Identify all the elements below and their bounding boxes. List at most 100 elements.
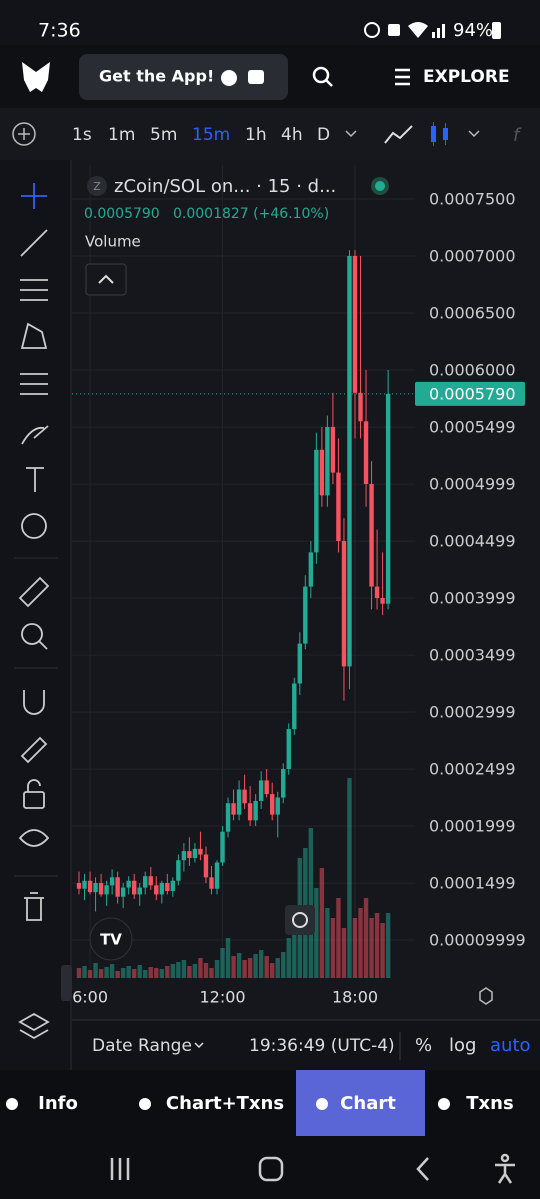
timeframe[interactable]: 15m	[192, 125, 230, 145]
volume-bar	[258, 950, 264, 978]
get-app-button[interactable]	[79, 54, 288, 100]
add-symbol[interactable]	[12, 122, 36, 146]
tab[interactable]: Info	[38, 1093, 78, 1114]
line-chart-icon[interactable]	[384, 125, 413, 144]
timeframe[interactable]: 1s	[72, 125, 92, 145]
tab-icon	[139, 1098, 151, 1110]
clock: 7:36	[38, 20, 81, 42]
collapse-legend[interactable]	[85, 263, 127, 296]
candle-icon[interactable]	[431, 122, 448, 146]
candle-body	[159, 883, 164, 895]
indicators-icon[interactable]: f	[513, 125, 522, 146]
volume-bar	[148, 967, 153, 978]
menu-icon[interactable]	[395, 68, 410, 86]
reset-icon	[292, 912, 308, 928]
volume-bar	[330, 918, 336, 978]
candle-body	[325, 426, 330, 496]
volume-bar	[231, 956, 236, 978]
logo[interactable]	[22, 62, 50, 92]
volume-bar	[220, 948, 225, 978]
timeframe[interactable]: 4h	[281, 125, 303, 145]
more-timeframes[interactable]	[345, 130, 357, 138]
tab[interactable]: Txns	[466, 1093, 513, 1114]
volume-bar	[98, 969, 104, 978]
candle-body	[341, 540, 347, 667]
live-dot	[375, 181, 385, 191]
candle-body	[109, 877, 115, 886]
volume-bar	[286, 938, 291, 978]
tv-logo[interactable]	[89, 917, 133, 961]
explore[interactable]: EXPLORE	[423, 67, 510, 87]
volume-bar	[82, 966, 87, 978]
y-tick-label: 0.0001999	[429, 817, 516, 836]
drawing-tools[interactable]	[18, 183, 50, 1040]
volume-bar	[76, 968, 82, 978]
candle-body	[253, 800, 258, 821]
candle-body	[76, 883, 82, 889]
date-range[interactable]: Date Range	[92, 1036, 192, 1056]
side-handle[interactable]	[61, 965, 72, 1001]
volume-bar	[137, 965, 142, 978]
timeframe[interactable]: 1m	[108, 125, 135, 145]
timeframe[interactable]: 1h	[245, 125, 267, 145]
volume-bar	[247, 958, 253, 978]
candle-body	[258, 780, 264, 801]
volume-bar	[209, 968, 214, 978]
volume-bar	[363, 898, 369, 978]
candle-body	[137, 887, 142, 895]
candle-body	[220, 831, 225, 863]
clock-time: 19:36:49 (UTC-4)	[249, 1036, 395, 1056]
log-toggle[interactable]: log	[449, 1035, 476, 1056]
candle-body	[270, 794, 275, 815]
candle-body	[187, 851, 192, 858]
volume-bar	[143, 970, 148, 978]
x-tick-label: 6:00	[72, 988, 108, 1007]
percent-toggle[interactable]: %	[415, 1035, 432, 1056]
candle-body	[198, 848, 203, 855]
candle-body	[347, 255, 352, 667]
tab[interactable]: Chart	[340, 1093, 396, 1114]
tab[interactable]: Chart+Txns	[166, 1093, 284, 1114]
candle-body	[308, 552, 314, 587]
y-tick-label: 0.00009999	[429, 931, 526, 950]
candle-body	[385, 393, 391, 604]
date-range-caret	[194, 1042, 204, 1049]
search-icon[interactable]	[312, 66, 330, 84]
legend-change: 0.0001827 (+46.10%)	[173, 206, 329, 222]
settings-icon[interactable]	[479, 987, 493, 1005]
volume-bar	[170, 964, 176, 978]
timeframe[interactable]: D	[317, 125, 330, 145]
candle-body	[170, 880, 176, 892]
apple-icon	[221, 70, 237, 86]
volume-bar	[203, 963, 209, 978]
candle-body	[369, 483, 374, 587]
volume-bar	[120, 968, 126, 978]
timeframe[interactable]: 5m	[150, 125, 177, 145]
volume-bar	[104, 967, 109, 978]
volume-bar	[93, 963, 98, 978]
volume-bar	[314, 888, 319, 978]
candle-body	[380, 597, 385, 604]
volume-bar	[275, 958, 280, 978]
candle-body	[143, 876, 148, 888]
reset-button[interactable]	[285, 905, 315, 935]
android-icon	[248, 70, 264, 84]
y-tick-label: 0.0005499	[429, 418, 516, 437]
x-tick-label: 12:00	[199, 988, 245, 1007]
nav-buttons[interactable]	[110, 1153, 515, 1184]
candle-body	[352, 255, 358, 393]
candle-body	[303, 586, 308, 644]
chart-type-more[interactable]	[468, 130, 480, 138]
volume-bar	[336, 898, 341, 978]
candle-body	[82, 880, 87, 889]
candle-body	[225, 803, 231, 832]
volume-bar	[358, 908, 363, 978]
tab-icon	[316, 1098, 328, 1110]
candle-body	[154, 885, 159, 895]
auto-toggle[interactable]: auto	[490, 1035, 531, 1056]
volume-bar	[198, 958, 203, 978]
candle-body	[87, 880, 93, 893]
y-tick-label: 0.0007000	[429, 246, 516, 265]
candle-body	[132, 880, 137, 895]
volume-bar	[347, 778, 352, 978]
